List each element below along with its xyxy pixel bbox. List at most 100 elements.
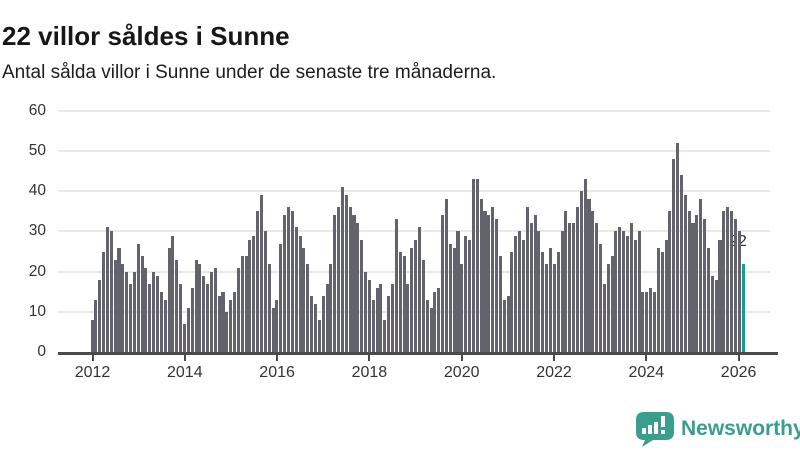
bar — [221, 291, 225, 352]
bar — [537, 231, 541, 352]
bar — [159, 291, 163, 352]
bar — [352, 215, 356, 352]
x-axis-tick — [553, 354, 555, 361]
bar — [275, 299, 279, 352]
bar — [614, 231, 618, 352]
bar — [552, 263, 556, 352]
bar — [267, 263, 271, 352]
bar — [306, 263, 310, 352]
bar — [152, 271, 156, 352]
bar — [622, 231, 626, 352]
bar — [190, 287, 194, 352]
bar — [683, 195, 687, 352]
bar — [348, 207, 352, 352]
bar — [506, 295, 510, 352]
bar — [175, 259, 179, 352]
bar — [633, 239, 637, 352]
bar — [599, 243, 603, 352]
x-axis-tick — [183, 354, 186, 361]
bar — [394, 219, 398, 352]
bar — [313, 303, 317, 352]
bar — [144, 267, 148, 352]
bar — [109, 231, 113, 352]
bar — [290, 211, 294, 352]
bar — [198, 263, 202, 352]
bar — [699, 199, 703, 352]
bar — [695, 215, 699, 352]
bar — [502, 299, 506, 352]
bar — [475, 179, 479, 352]
bar — [425, 299, 429, 352]
bar — [414, 239, 418, 352]
bar — [726, 207, 730, 352]
bar — [483, 211, 487, 352]
bar — [575, 207, 579, 352]
gridline — [58, 190, 770, 193]
bar — [468, 239, 472, 352]
bar — [194, 259, 198, 352]
bar — [556, 251, 560, 352]
gridline — [58, 150, 770, 153]
bar — [706, 247, 710, 352]
bar — [464, 235, 468, 352]
bar — [672, 159, 676, 352]
bar — [433, 291, 437, 352]
bar — [487, 215, 491, 352]
newsworthy-brand-text: Newsworthy — [681, 417, 800, 440]
bar — [637, 231, 641, 352]
bar — [102, 251, 106, 352]
bar — [240, 255, 244, 352]
bar — [256, 211, 260, 352]
bar — [606, 263, 610, 352]
bar — [132, 271, 136, 352]
bar — [691, 223, 695, 352]
bar — [136, 243, 140, 352]
bar — [148, 283, 152, 352]
bar — [333, 215, 337, 352]
bar — [98, 279, 102, 352]
gridline — [58, 270, 770, 273]
bar — [105, 227, 109, 352]
bar — [117, 247, 121, 352]
bar — [236, 267, 240, 352]
bar — [344, 195, 348, 352]
bar — [402, 255, 406, 352]
bar — [398, 251, 402, 352]
bar — [171, 235, 175, 352]
bar — [206, 283, 210, 352]
bar — [564, 211, 568, 352]
bar — [410, 247, 414, 352]
bar — [271, 307, 275, 352]
bar — [560, 231, 564, 352]
x-axis-tick — [460, 354, 463, 361]
bar — [417, 227, 421, 352]
bar — [248, 239, 252, 352]
bar — [618, 227, 622, 352]
bar — [568, 223, 572, 352]
bar — [406, 283, 410, 352]
bar — [583, 179, 587, 352]
bar — [429, 307, 433, 352]
x-axis-line — [58, 352, 778, 355]
bar — [460, 263, 464, 352]
bar — [510, 251, 514, 352]
bar — [186, 307, 190, 352]
bar — [448, 243, 452, 352]
bar — [364, 271, 368, 352]
y-axis-tick-label: 40 — [28, 182, 46, 200]
bar — [679, 175, 683, 352]
bar — [360, 239, 364, 352]
x-axis-tick-label: 2022 — [536, 364, 572, 381]
newsworthy-brand-link[interactable]: Newsworthy — [636, 412, 800, 448]
bar — [660, 251, 664, 352]
bar — [329, 263, 333, 352]
bar — [548, 247, 552, 352]
bar — [514, 235, 518, 352]
bar — [421, 259, 425, 352]
bar — [155, 275, 160, 352]
x-axis-tick — [645, 354, 648, 361]
y-axis-tick-label: 30 — [28, 222, 46, 240]
y-axis-tick-label: 0 — [37, 343, 46, 360]
x-axis-tick-label: 2012 — [74, 364, 111, 381]
bar — [383, 319, 387, 352]
